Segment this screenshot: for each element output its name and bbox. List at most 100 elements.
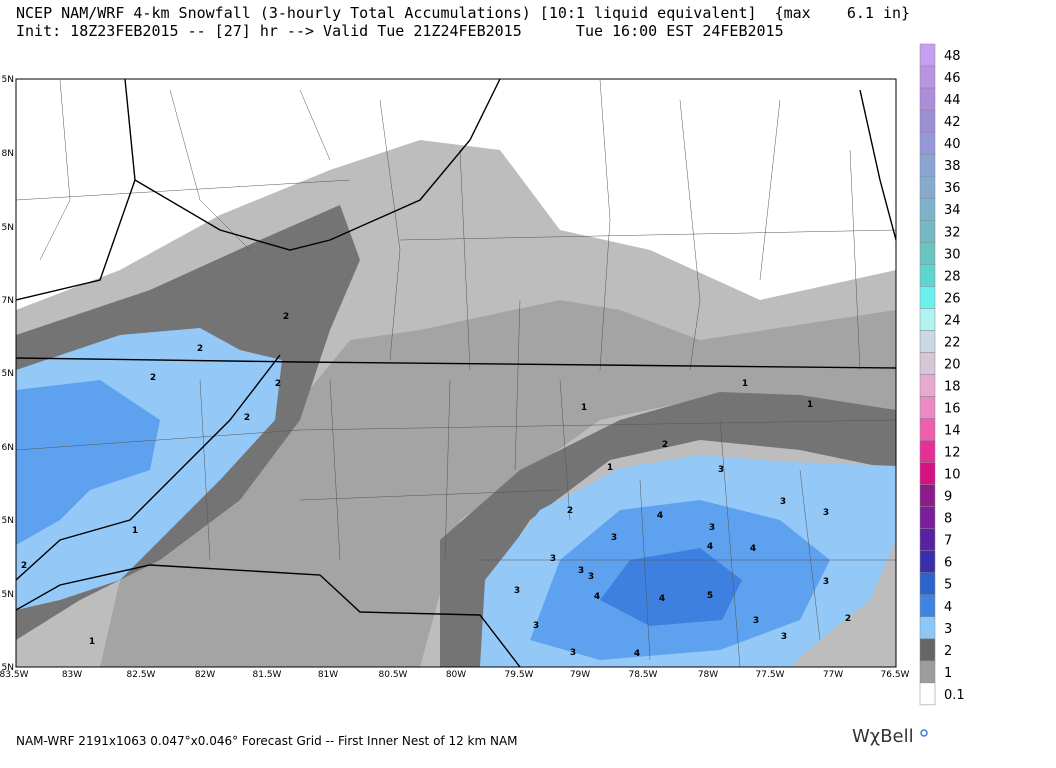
contour-label: 3 bbox=[514, 586, 520, 596]
contour-label: 2 bbox=[845, 614, 851, 624]
contour-label: 2 bbox=[21, 561, 27, 571]
legend-swatch bbox=[919, 87, 936, 111]
legend-label: 30 bbox=[944, 247, 961, 262]
lat-label: 7N bbox=[2, 296, 14, 306]
legend-label: 14 bbox=[944, 424, 961, 439]
legend-label: 46 bbox=[944, 71, 961, 86]
lat-label: 5N bbox=[2, 75, 14, 85]
legend-label: 36 bbox=[944, 181, 961, 196]
legend-label: 6 bbox=[944, 556, 952, 571]
contour-label: 3 bbox=[718, 465, 724, 475]
legend-swatch bbox=[919, 484, 936, 507]
legend-swatch bbox=[919, 219, 936, 243]
contour-label: 2 bbox=[150, 373, 156, 383]
contour-label: 3 bbox=[753, 616, 759, 626]
title-line: NCEP NAM/WRF 4-km Snowfall (3-hourly Tot… bbox=[16, 4, 910, 22]
legend-label: 22 bbox=[944, 335, 961, 350]
lat-label: 5N bbox=[2, 663, 14, 673]
legend-swatch bbox=[919, 638, 936, 662]
legend-swatch bbox=[919, 440, 936, 463]
lon-label: 82W bbox=[195, 670, 215, 680]
lon-label: 81W bbox=[318, 670, 338, 680]
contour-label: 3 bbox=[823, 508, 829, 518]
footer-text: NAM-WRF 2191x1063 0.047°x0.046° Forecast… bbox=[16, 734, 518, 748]
legend-swatch bbox=[919, 616, 936, 640]
legend-label: 7 bbox=[944, 534, 952, 549]
legend-label: 42 bbox=[944, 115, 961, 130]
contour-label: 4 bbox=[707, 542, 713, 552]
legend-label: 16 bbox=[944, 401, 961, 416]
legend-swatch bbox=[919, 175, 936, 199]
lon-label: 78.5W bbox=[629, 670, 658, 680]
legend-swatch bbox=[919, 109, 936, 133]
contour-label: 3 bbox=[823, 577, 829, 587]
legend-label: 48 bbox=[944, 49, 961, 64]
legend-label: 32 bbox=[944, 225, 961, 240]
legend-swatch bbox=[919, 374, 936, 397]
lon-label: 79W bbox=[570, 670, 590, 680]
legend-label: 24 bbox=[944, 313, 961, 328]
title-line: Init: 18Z23FEB2015 -- [27] hr --> Valid … bbox=[16, 22, 784, 40]
legend-swatch bbox=[919, 43, 936, 67]
legend-swatch bbox=[919, 396, 936, 419]
legend-label: 26 bbox=[944, 291, 961, 306]
legend-swatch bbox=[919, 660, 936, 684]
legend-swatch bbox=[919, 418, 936, 441]
legend-swatch bbox=[919, 682, 936, 706]
lon-label: 77W bbox=[823, 670, 843, 680]
legend-swatch bbox=[919, 594, 936, 618]
lon-label: 81.5W bbox=[253, 670, 282, 680]
county-lines bbox=[16, 79, 896, 667]
state-borders bbox=[16, 79, 896, 667]
lon-label: 83.5W bbox=[0, 670, 29, 680]
legend-swatch bbox=[919, 153, 936, 177]
legend-swatch bbox=[919, 131, 936, 155]
contour-label: 2 bbox=[244, 413, 250, 423]
legend-label: 18 bbox=[944, 379, 961, 394]
legend-swatch bbox=[919, 330, 936, 353]
snow-area bbox=[100, 300, 896, 667]
lat-label: 6N bbox=[2, 443, 14, 453]
lat-label: 5N bbox=[2, 590, 14, 600]
contour-label: 3 bbox=[533, 621, 539, 631]
lon-label: 77.5W bbox=[756, 670, 785, 680]
lat-label: 5N bbox=[2, 516, 14, 526]
legend-swatch bbox=[919, 286, 936, 309]
contour-label: 2 bbox=[567, 506, 573, 516]
contour-label: 1 bbox=[89, 637, 95, 647]
legend-label: 38 bbox=[944, 159, 961, 174]
contour-label: 1 bbox=[807, 400, 813, 410]
contour-label: 1 bbox=[607, 463, 613, 473]
legend-label: 2 bbox=[944, 644, 952, 659]
logo-mark bbox=[920, 729, 928, 737]
contour-label: 3 bbox=[578, 566, 584, 576]
legend-label: 1 bbox=[944, 666, 952, 681]
contour-label: 5 bbox=[707, 591, 713, 601]
snow-area bbox=[600, 548, 742, 626]
contour-label: 1 bbox=[581, 403, 587, 413]
legend-label: 0.1 bbox=[944, 688, 965, 703]
legend-label: 10 bbox=[944, 468, 961, 483]
contour-label: 3 bbox=[781, 632, 787, 642]
legend-swatch bbox=[919, 264, 936, 287]
contour-label: 3 bbox=[709, 523, 715, 533]
contour-label: 3 bbox=[570, 648, 576, 658]
snow-area bbox=[440, 392, 896, 667]
legend-swatch bbox=[919, 65, 936, 89]
contour-label: 4 bbox=[594, 592, 600, 602]
lon-label: 80W bbox=[446, 670, 466, 680]
legend-label: 20 bbox=[944, 357, 961, 372]
legend-label: 3 bbox=[944, 622, 952, 637]
legend-label: 4 bbox=[944, 600, 952, 615]
contour-label: 3 bbox=[611, 533, 617, 543]
contour-label: 4 bbox=[659, 594, 665, 604]
legend-label: 9 bbox=[944, 490, 952, 505]
lon-label: 79.5W bbox=[505, 670, 534, 680]
colorbar: 4846444240383634323028262422201816141210… bbox=[919, 43, 965, 706]
legend-swatch bbox=[919, 197, 936, 221]
legend-label: 8 bbox=[944, 512, 952, 527]
contour-label: 2 bbox=[275, 379, 281, 389]
lon-label: 82.5W bbox=[127, 670, 156, 680]
